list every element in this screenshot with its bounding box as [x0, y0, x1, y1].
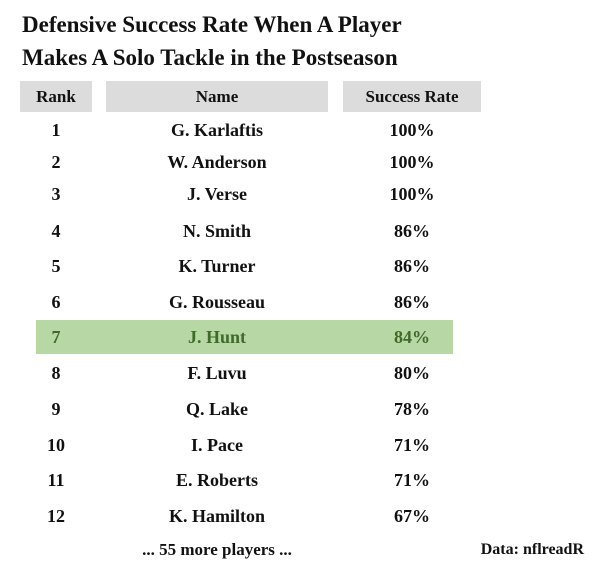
rank-cell: 1 [51, 120, 61, 140]
title-line-2: Makes A Solo Tackle in the Postseason [22, 45, 398, 70]
header-success-rate: Success Rate [343, 81, 481, 112]
table-row: 6 G. Rousseau 86% [0, 285, 602, 319]
name-cell: J. Verse [187, 184, 247, 204]
title-line-1: Defensive Success Rate When A Player [22, 12, 402, 37]
table-row: 10 I. Pace 71% [0, 428, 602, 462]
success-rate-cell: 71% [394, 470, 430, 490]
rank-cell: 8 [51, 363, 61, 383]
rank-cell: 6 [51, 292, 61, 312]
success-rate-cell: 100% [389, 120, 435, 140]
rank-cell: 4 [51, 221, 61, 241]
success-rate-cell: 67% [394, 506, 430, 526]
table-row: 3 J. Verse 100% [0, 177, 602, 211]
table-row: 5 K. Turner 86% [0, 249, 602, 283]
chart-title: Defensive Success Rate When A Player Mak… [22, 8, 592, 74]
rank-cell: 9 [51, 399, 61, 419]
table-row: 8 F. Luvu 80% [0, 356, 602, 390]
rank-cell: 10 [47, 435, 65, 455]
rank-cell: 11 [47, 470, 65, 490]
name-cell: N. Smith [182, 221, 251, 241]
name-cell: F. Luvu [187, 363, 247, 383]
rank-cell: 3 [51, 184, 61, 204]
table-row: 4 N. Smith 86% [0, 214, 602, 248]
success-rate-cell: 86% [394, 256, 430, 276]
rank-cell: 7 [51, 327, 61, 347]
name-cell: E. Roberts [176, 470, 258, 490]
header-rank: Rank [20, 81, 92, 112]
success-rate-cell: 100% [389, 152, 435, 172]
success-rate-cell: 100% [389, 184, 435, 204]
rank-cell: 12 [47, 506, 65, 526]
table-row: 9 Q. Lake 78% [0, 392, 602, 426]
name-cell: W. Anderson [167, 152, 267, 172]
rank-cell: 5 [51, 256, 61, 276]
success-rate-cell: 80% [394, 363, 430, 383]
table-row-highlighted: 7 J. Hunt 84% [0, 320, 602, 354]
success-rate-cell: 86% [394, 221, 430, 241]
data-source: Data: nflreadR [480, 541, 584, 558]
success-rate-cell: 86% [394, 292, 430, 312]
success-rate-cell: 84% [394, 327, 430, 347]
name-cell: Q. Lake [185, 399, 248, 419]
rank-cell: 2 [51, 152, 61, 172]
highlight-band [36, 320, 453, 354]
table-row: 2 W. Anderson 100% [0, 145, 602, 179]
success-rate-cell: 78% [394, 399, 430, 419]
name-cell: K. Hamilton [168, 506, 265, 526]
name-cell: K. Turner [178, 256, 256, 276]
table-row: 1 G. Karlaftis 100% [0, 113, 602, 147]
name-cell: G. Karlaftis [171, 120, 263, 140]
more-players-note: ... 55 more players ... [142, 540, 292, 559]
table-row: 11 E. Roberts 71% [0, 463, 602, 497]
name-cell: I. Pace [191, 435, 243, 455]
table-row: 12 K. Hamilton 67% [0, 499, 602, 533]
name-cell: G. Rousseau [168, 292, 266, 312]
header-name: Name [106, 81, 328, 112]
name-cell: J. Hunt [187, 327, 247, 347]
success-rate-cell: 71% [394, 435, 430, 455]
